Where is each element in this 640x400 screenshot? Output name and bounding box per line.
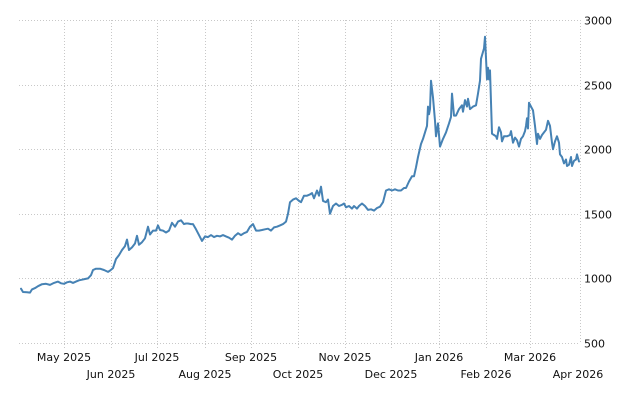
y-tick-label: 2000 [584, 144, 612, 157]
y-tick-label: 3000 [584, 15, 612, 28]
x-tick-label: Nov 2025 [319, 351, 372, 364]
x-tick-label: Jun 2025 [86, 368, 136, 381]
y-tick-label: 1000 [584, 273, 612, 286]
y-tick-label: 1500 [584, 209, 612, 222]
x-tick-label: Sep 2025 [225, 351, 277, 364]
vertical-gridlines [64, 20, 531, 348]
x-tick-label: Jul 2025 [134, 351, 180, 364]
x-tick-label: Aug 2025 [179, 368, 232, 381]
horizontal-gridlines [19, 20, 580, 344]
y-tick-label: 2500 [584, 80, 612, 93]
x-tick-label: May 2025 [37, 351, 91, 364]
y-tick-label: 500 [584, 338, 605, 351]
x-axis-labels: May 2025 Jun 2025 Jul 2025 Aug 2025 Sep 2025… [37, 351, 603, 381]
x-tick-label: Dec 2025 [365, 368, 418, 381]
x-tick-label: Oct 2025 [273, 368, 324, 381]
x-tick-label: Mar 2026 [504, 351, 556, 364]
x-tick-label: Apr 2026 [553, 368, 604, 381]
y-axis-labels: 3000 2500 2000 1500 1000 500 [584, 15, 612, 351]
data-series-line [20, 35, 580, 294]
x-tick-label: Feb 2026 [461, 368, 512, 381]
x-tick-label: Jan 2026 [414, 351, 463, 364]
